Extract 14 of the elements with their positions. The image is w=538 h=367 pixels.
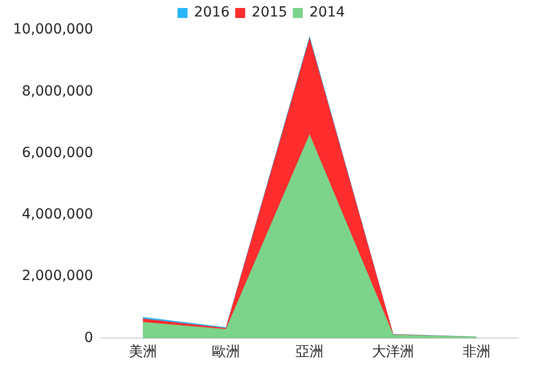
y-tick-label: 6,000,000 <box>22 144 94 161</box>
x-tick-label: 歐洲 <box>212 344 240 360</box>
x-tick-label: 非洲 <box>462 344 490 360</box>
x-tick-label: 大洋洲 <box>372 344 414 360</box>
legend-label: 2016 <box>194 4 230 21</box>
x-tick-label: 美洲 <box>128 344 157 360</box>
y-tick-label: 2,000,000 <box>22 268 94 284</box>
legend-label: 2014 <box>309 4 346 21</box>
y-tick-label: 0 <box>84 330 94 346</box>
y-tick-label: 10,000,000 <box>12 22 94 38</box>
y-tick-label: 8,000,000 <box>22 83 94 100</box>
legend-label: 2015 <box>252 4 288 21</box>
x-tick-label: 亞洲 <box>296 344 324 360</box>
y-tick-label: 4,000,000 <box>22 206 94 223</box>
